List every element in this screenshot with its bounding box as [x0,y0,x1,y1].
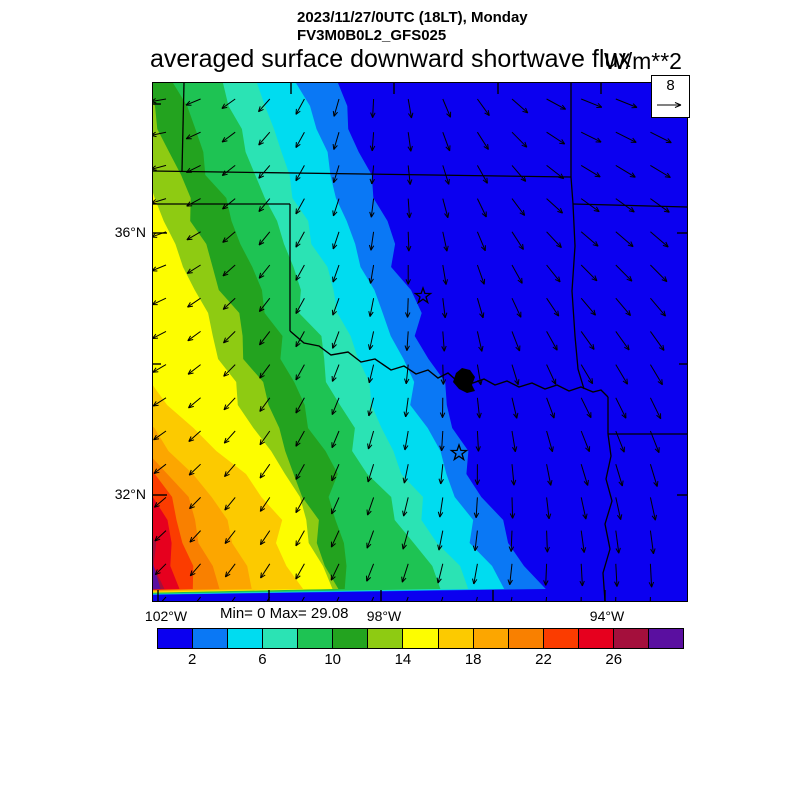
colorbar-cell-9 [473,628,509,649]
lat-label-1: 32°N [114,486,146,502]
state-border-9 [602,433,613,601]
colorbar-cell-8 [438,628,474,649]
colorbar-cell-1 [193,628,229,649]
reference-vector-box: 8 [651,75,690,118]
lon-label-1: 98°W [366,608,402,624]
station-star-1 [449,443,469,462]
state-border-3 [572,203,687,208]
colorbar-cell-0 [157,628,194,649]
axis-ticks [153,83,687,601]
colorbar-tick-10: 10 [324,651,341,668]
lake-texoma [453,368,475,393]
colorbar-cell-11 [543,628,579,649]
reference-vector-value: 8 [666,77,675,94]
colorbar [157,628,684,649]
lon-label-0: 102°W [144,608,188,624]
colorbar-cell-14 [648,628,684,649]
colorbar-tick-18: 18 [464,651,482,668]
colorbar-tick-6: 6 [258,651,267,668]
reference-arrow-icon [657,102,682,108]
colorbar-cell-13 [613,628,649,649]
state-border-1 [181,83,185,172]
station-star-0 [413,286,433,305]
colorbar-tick-2: 2 [187,651,197,668]
contour-vector-field [153,83,687,601]
min-max-label: Min= 0 Max= 29.08 [220,605,349,622]
lat-label-0: 36°N [114,224,146,240]
model-label: FV3M0B0L2_GFS025 [297,27,447,44]
units-label: W/m**2 [604,48,682,74]
colorbar-cell-2 [228,628,264,649]
state-border-0 [153,170,572,178]
plot-title: averaged surface downward shortwave flux [150,45,631,73]
wind-vector-field [153,98,672,601]
colorbar-cell-6 [368,628,404,649]
state-border-2 [570,83,574,205]
datetime-label: 2023/11/27/0UTC (18LT), Monday [297,9,528,26]
band-ge-28 [153,563,161,590]
colorbar-cell-3 [263,628,299,649]
colorbar-tick-26: 26 [605,651,623,668]
colorbar-cell-4 [298,628,334,649]
colorbar-cell-12 [578,628,614,649]
colorbar-cell-7 [403,628,439,649]
band-ge-24 [153,497,180,590]
colorbar-cell-10 [508,628,544,649]
lon-label-2: 94°W [589,608,625,624]
colorbar-tick-14: 14 [394,651,412,668]
colorbar-cell-5 [333,628,369,649]
state-border-4 [571,203,585,390]
map-plot-area [152,82,688,602]
colorbar-tick-22: 22 [535,651,552,668]
